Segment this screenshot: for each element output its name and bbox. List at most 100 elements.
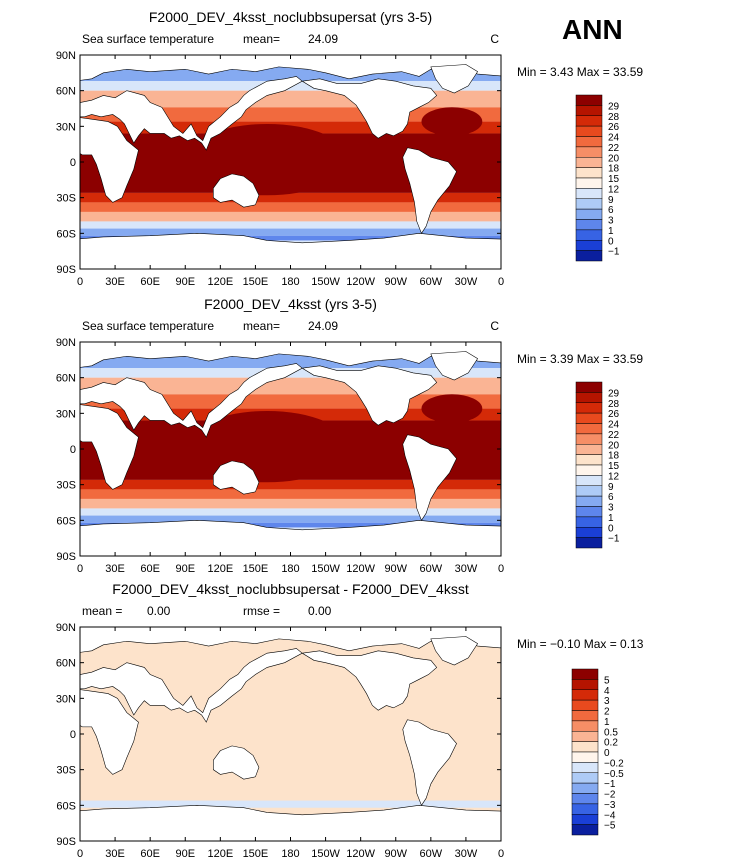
stat-mean-value: 24.09 bbox=[308, 319, 338, 333]
colorbar-label: 29 bbox=[608, 388, 620, 399]
colorbar-swatch bbox=[575, 115, 603, 127]
lon-label: 180 bbox=[281, 276, 299, 288]
colorbar-swatch bbox=[575, 506, 603, 518]
lon-label: 60W bbox=[420, 848, 443, 860]
lon-label: 150W bbox=[311, 848, 340, 860]
colorbar-swatch bbox=[571, 731, 599, 742]
units-label: C bbox=[490, 319, 499, 333]
colorbar-label: 5 bbox=[604, 675, 610, 686]
lat-label: 30N bbox=[56, 408, 76, 420]
lon-label: 120W bbox=[346, 848, 375, 860]
lat-label: 30S bbox=[56, 480, 76, 492]
lon-label: 180 bbox=[281, 848, 299, 860]
colorbar-swatch bbox=[575, 516, 603, 528]
min-max-readout: Min = −0.10 Max = 0.13 bbox=[517, 637, 644, 651]
colorbar-label: 3 bbox=[608, 216, 614, 227]
stat-rmse-value: 0.00 bbox=[308, 604, 332, 618]
lon-label: 90E bbox=[175, 276, 195, 288]
colorbar-label: −1 bbox=[608, 534, 620, 545]
lat-label: 60N bbox=[56, 373, 76, 385]
colorbar-label: 12 bbox=[608, 184, 620, 195]
lon-label: 30E bbox=[105, 848, 125, 860]
map-field bbox=[80, 55, 501, 269]
colorbar-label: −3 bbox=[604, 800, 616, 811]
colorbar-swatch bbox=[575, 136, 603, 148]
lat-label: 30N bbox=[56, 693, 76, 705]
colorbar-label: −5 bbox=[604, 821, 616, 832]
lat-label: 60S bbox=[56, 515, 76, 527]
colorbar-label: 29 bbox=[608, 101, 620, 112]
lat-label: 90S bbox=[56, 264, 76, 276]
colorbar-swatch bbox=[575, 94, 603, 106]
lat-label: 60S bbox=[56, 228, 76, 240]
colorbar-label: 9 bbox=[608, 195, 614, 206]
colorbar-swatch bbox=[571, 782, 599, 794]
colorbar-label: 18 bbox=[608, 451, 620, 462]
lat-label: 0 bbox=[70, 729, 76, 741]
colorbar-swatch bbox=[575, 157, 603, 168]
lon-label: 120E bbox=[207, 848, 233, 860]
lon-label: 150E bbox=[243, 276, 269, 288]
panel-title: F2000_DEV_4ksst_noclubbsupersat - F2000_… bbox=[112, 581, 469, 597]
colorbar-label: −2 bbox=[604, 790, 616, 801]
colorbar-label: 24 bbox=[608, 133, 620, 144]
colorbar-swatch bbox=[571, 824, 599, 836]
colorbar-label: −1 bbox=[604, 779, 616, 790]
lon-label: 30E bbox=[105, 563, 125, 575]
lon-label: 30W bbox=[455, 563, 478, 575]
colorbar-swatch bbox=[575, 240, 603, 251]
colorbar-label: 28 bbox=[608, 112, 620, 123]
colorbar-swatch bbox=[575, 495, 603, 507]
lat-label: 90S bbox=[56, 551, 76, 563]
colorbar-label: 22 bbox=[608, 143, 620, 154]
colorbar-swatch bbox=[571, 699, 599, 711]
lat-label: 60N bbox=[56, 658, 76, 670]
colorbar-swatch bbox=[575, 537, 603, 549]
colorbar-swatch bbox=[571, 793, 599, 805]
lon-label: 120W bbox=[346, 563, 375, 575]
colorbar-label: 1 bbox=[608, 226, 614, 237]
colorbar-swatch bbox=[575, 454, 603, 466]
lon-label: 0 bbox=[498, 563, 504, 575]
lon-label: 120E bbox=[207, 276, 233, 288]
lat-label: 30S bbox=[56, 193, 76, 205]
colorbar-swatch bbox=[575, 125, 603, 137]
colorbar-swatch bbox=[575, 177, 603, 189]
lon-label: 150W bbox=[311, 563, 340, 575]
colorbar-label: 12 bbox=[608, 471, 620, 482]
lat-label: 30S bbox=[56, 765, 76, 777]
lon-label: 60W bbox=[420, 276, 443, 288]
colorbar-label: 4 bbox=[604, 686, 610, 697]
units-label: C bbox=[490, 32, 499, 46]
colorbar bbox=[575, 381, 603, 549]
colorbar-swatch bbox=[571, 720, 599, 732]
colorbar-label: 24 bbox=[608, 420, 620, 431]
colorbar-swatch bbox=[575, 444, 603, 455]
stat-mean-label: mean= bbox=[243, 319, 280, 333]
lon-label: 60E bbox=[140, 563, 160, 575]
stat-mean-value: 24.09 bbox=[308, 32, 338, 46]
lat-label: 0 bbox=[70, 444, 76, 456]
colorbar-label: −0.2 bbox=[604, 758, 624, 769]
colorbar-swatch bbox=[571, 772, 599, 784]
map-field bbox=[80, 627, 501, 841]
lat-label: 0 bbox=[70, 157, 76, 169]
lon-label: 60E bbox=[140, 276, 160, 288]
colorbar-label: 0 bbox=[608, 236, 614, 247]
lat-label: 90N bbox=[56, 622, 76, 634]
colorbar-swatch bbox=[571, 710, 599, 722]
lat-label: 90N bbox=[56, 337, 76, 349]
colorbar-label: 6 bbox=[608, 205, 614, 216]
colorbar-swatch bbox=[575, 381, 603, 393]
colorbar-swatch bbox=[575, 198, 603, 210]
lon-label: 60E bbox=[140, 848, 160, 860]
colorbar-swatch bbox=[575, 167, 603, 179]
colorbar-swatch bbox=[571, 803, 599, 815]
colorbar-swatch bbox=[575, 208, 603, 220]
colorbar-label: 0 bbox=[604, 748, 610, 759]
panel-title: F2000_DEV_4ksst_noclubbsupersat (yrs 3-5… bbox=[149, 9, 432, 25]
stat-mean-value: 0.00 bbox=[147, 604, 171, 618]
colorbar-swatch bbox=[575, 412, 603, 424]
stat-mean-label: mean = bbox=[82, 604, 122, 618]
lon-label: 0 bbox=[77, 276, 83, 288]
